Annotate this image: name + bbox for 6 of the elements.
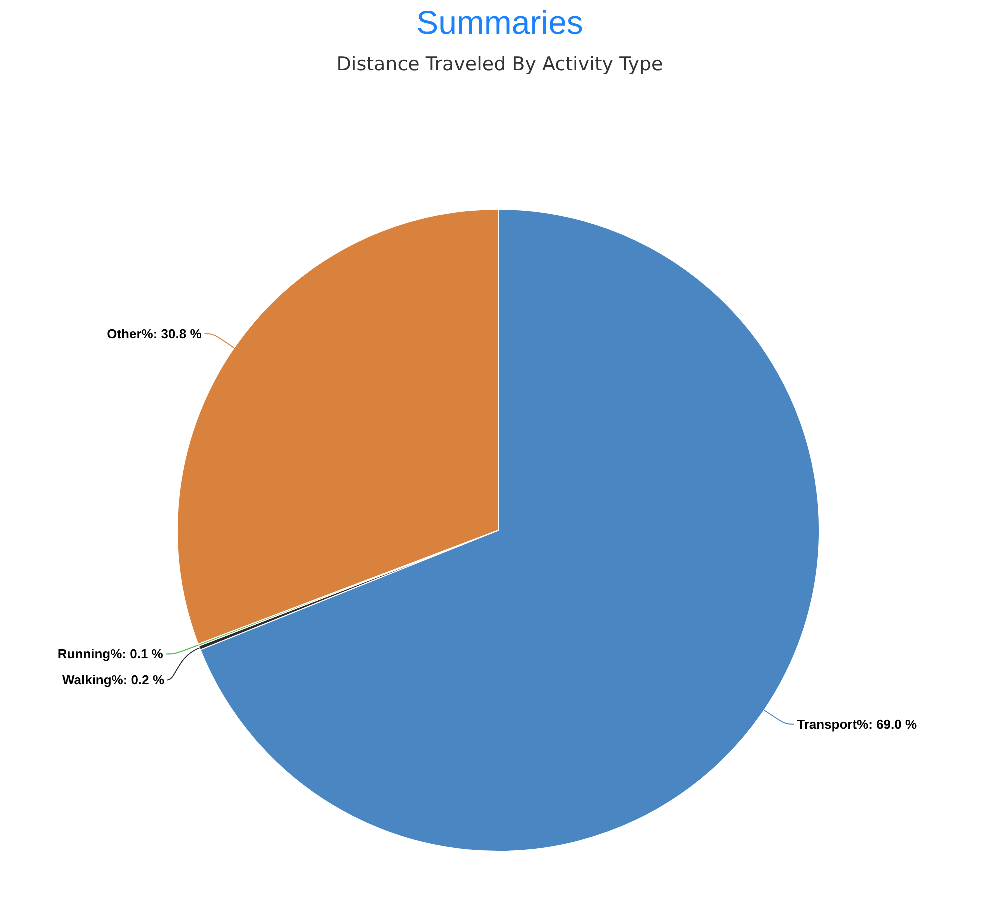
slice-label: Transport%: 69.0 % (797, 716, 918, 732)
slice-label: Running%: 0.1 % (58, 646, 164, 662)
slice-label: Walking%: 0.2 % (62, 672, 165, 688)
slice-label: Other%: 30.8 % (107, 326, 202, 342)
chart-title: Summaries (416, 4, 584, 41)
chart-subtitle: Distance Traveled By Activity Type (336, 54, 664, 76)
